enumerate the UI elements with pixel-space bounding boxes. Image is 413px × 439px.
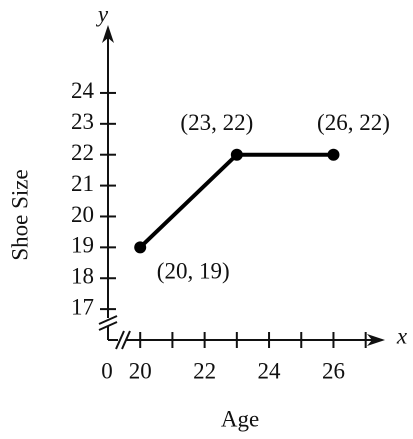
x-axis-letter: x	[396, 323, 408, 348]
line	[138, 152, 334, 249]
y-tick-label: 23	[71, 109, 94, 134]
x-tick-label: 24	[258, 358, 282, 383]
y-tick-label: 24	[71, 78, 95, 103]
x-tick-label: 26	[322, 358, 345, 383]
x-arrow	[367, 334, 385, 346]
y-tick-label: 18	[71, 264, 94, 289]
axis-break	[98, 315, 118, 325]
y-axis-letter: y	[96, 1, 109, 26]
y-tick-label: 17	[71, 294, 94, 319]
point	[327, 148, 340, 161]
y-tick-label: 21	[71, 171, 94, 196]
origin-label: 0	[101, 358, 113, 383]
point	[230, 148, 243, 161]
axis-break	[115, 330, 125, 350]
point-label: (20, 19)	[157, 259, 230, 284]
axis-break	[121, 330, 131, 350]
y-axis-title: Shoe Size	[7, 169, 32, 260]
point	[134, 241, 147, 254]
y-tick-label: 19	[71, 233, 94, 258]
point-label: (23, 22)	[180, 110, 253, 135]
x-tick-label: 20	[129, 358, 152, 383]
y-arrow	[102, 25, 114, 43]
y-tick-label: 22	[71, 140, 94, 165]
axis-break-gap	[118, 334, 126, 346]
axis-break	[98, 321, 118, 331]
point-label: (26, 22)	[317, 110, 390, 135]
axis-break-gap	[102, 318, 114, 326]
y-tick-label: 20	[71, 202, 94, 227]
x-axis-title: Age	[221, 406, 259, 431]
x-tick-label: 22	[193, 358, 216, 383]
